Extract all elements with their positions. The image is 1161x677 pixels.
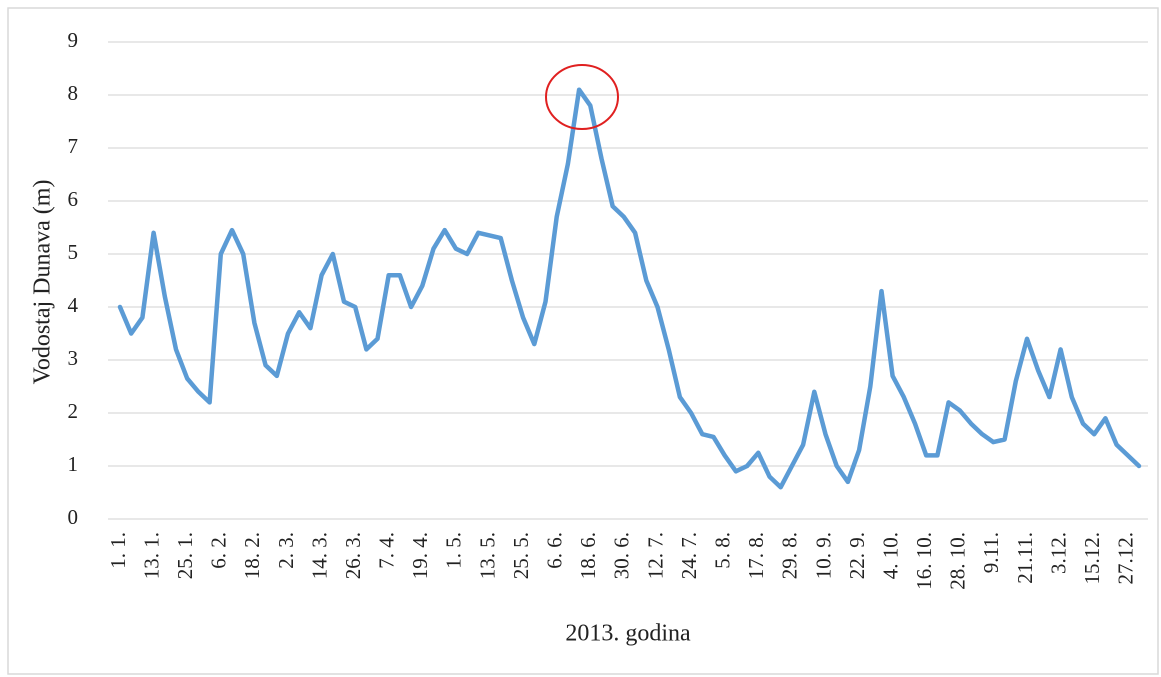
x-tick-label: 15.12.	[1080, 532, 1104, 585]
x-tick-label: 13. 5.	[475, 532, 499, 579]
chart-frame	[7, 7, 1159, 675]
x-tick-label: 10. 9.	[811, 532, 835, 579]
x-tick-label: 21.11.	[1013, 532, 1037, 584]
y-tick-label: 5	[68, 240, 79, 264]
x-tick-label: 16. 10.	[912, 532, 936, 590]
x-tick-label: 2. 3.	[274, 532, 298, 569]
x-tick-label: 22. 9.	[845, 532, 869, 579]
x-tick-label: 1. 1.	[106, 532, 130, 569]
highlight-circle	[545, 64, 619, 130]
y-tick-label: 0	[68, 505, 79, 529]
x-tick-label: 18. 2.	[240, 532, 264, 579]
y-tick-label: 9	[68, 28, 79, 52]
y-tick-label: 3	[68, 346, 79, 370]
x-tick-label: 25. 5.	[509, 532, 533, 579]
x-tick-label: 7. 4.	[375, 532, 399, 569]
x-tick-label: 3.12.	[1046, 532, 1070, 574]
x-tick-label: 28. 10.	[946, 532, 970, 590]
x-tick-label: 18. 6.	[576, 532, 600, 579]
x-tick-label: 30. 6.	[610, 532, 634, 579]
data-line	[117, 87, 1142, 490]
x-tick-label: 27.12.	[1114, 532, 1138, 585]
x-tick-label: 24. 7.	[677, 532, 701, 579]
x-tick-label: 4. 10.	[878, 532, 902, 579]
x-tick-label: 1. 5.	[442, 532, 466, 569]
x-tick-label: 19. 4.	[408, 532, 432, 579]
x-tick-label: 17. 8.	[744, 532, 768, 579]
y-tick-label: 1	[68, 452, 79, 476]
x-tick-label: 29. 8.	[778, 532, 802, 579]
y-tick-label: 4	[68, 293, 79, 317]
y-axis-title: Vodostaj Dunava (m)	[30, 180, 56, 385]
x-tick-label: 25. 1.	[173, 532, 197, 579]
x-tick-label: 9.11.	[979, 532, 1003, 573]
y-tick-label: 7	[68, 134, 79, 158]
y-tick-label: 8	[68, 81, 79, 105]
x-tick-label: 6. 2.	[207, 532, 231, 569]
x-tick-label: 13. 1.	[139, 532, 163, 579]
x-tick-label: 5. 8.	[710, 532, 734, 569]
x-axis-title: 2013. godina	[565, 621, 691, 647]
x-tick-label: 12. 7.	[643, 532, 667, 579]
x-tick-label: 14. 3.	[307, 532, 331, 579]
y-tick-label: 6	[68, 187, 79, 211]
y-tick-label: 2	[68, 399, 79, 423]
x-tick-label: 6. 6.	[543, 532, 567, 569]
x-tick-label: 26. 3.	[341, 532, 365, 579]
